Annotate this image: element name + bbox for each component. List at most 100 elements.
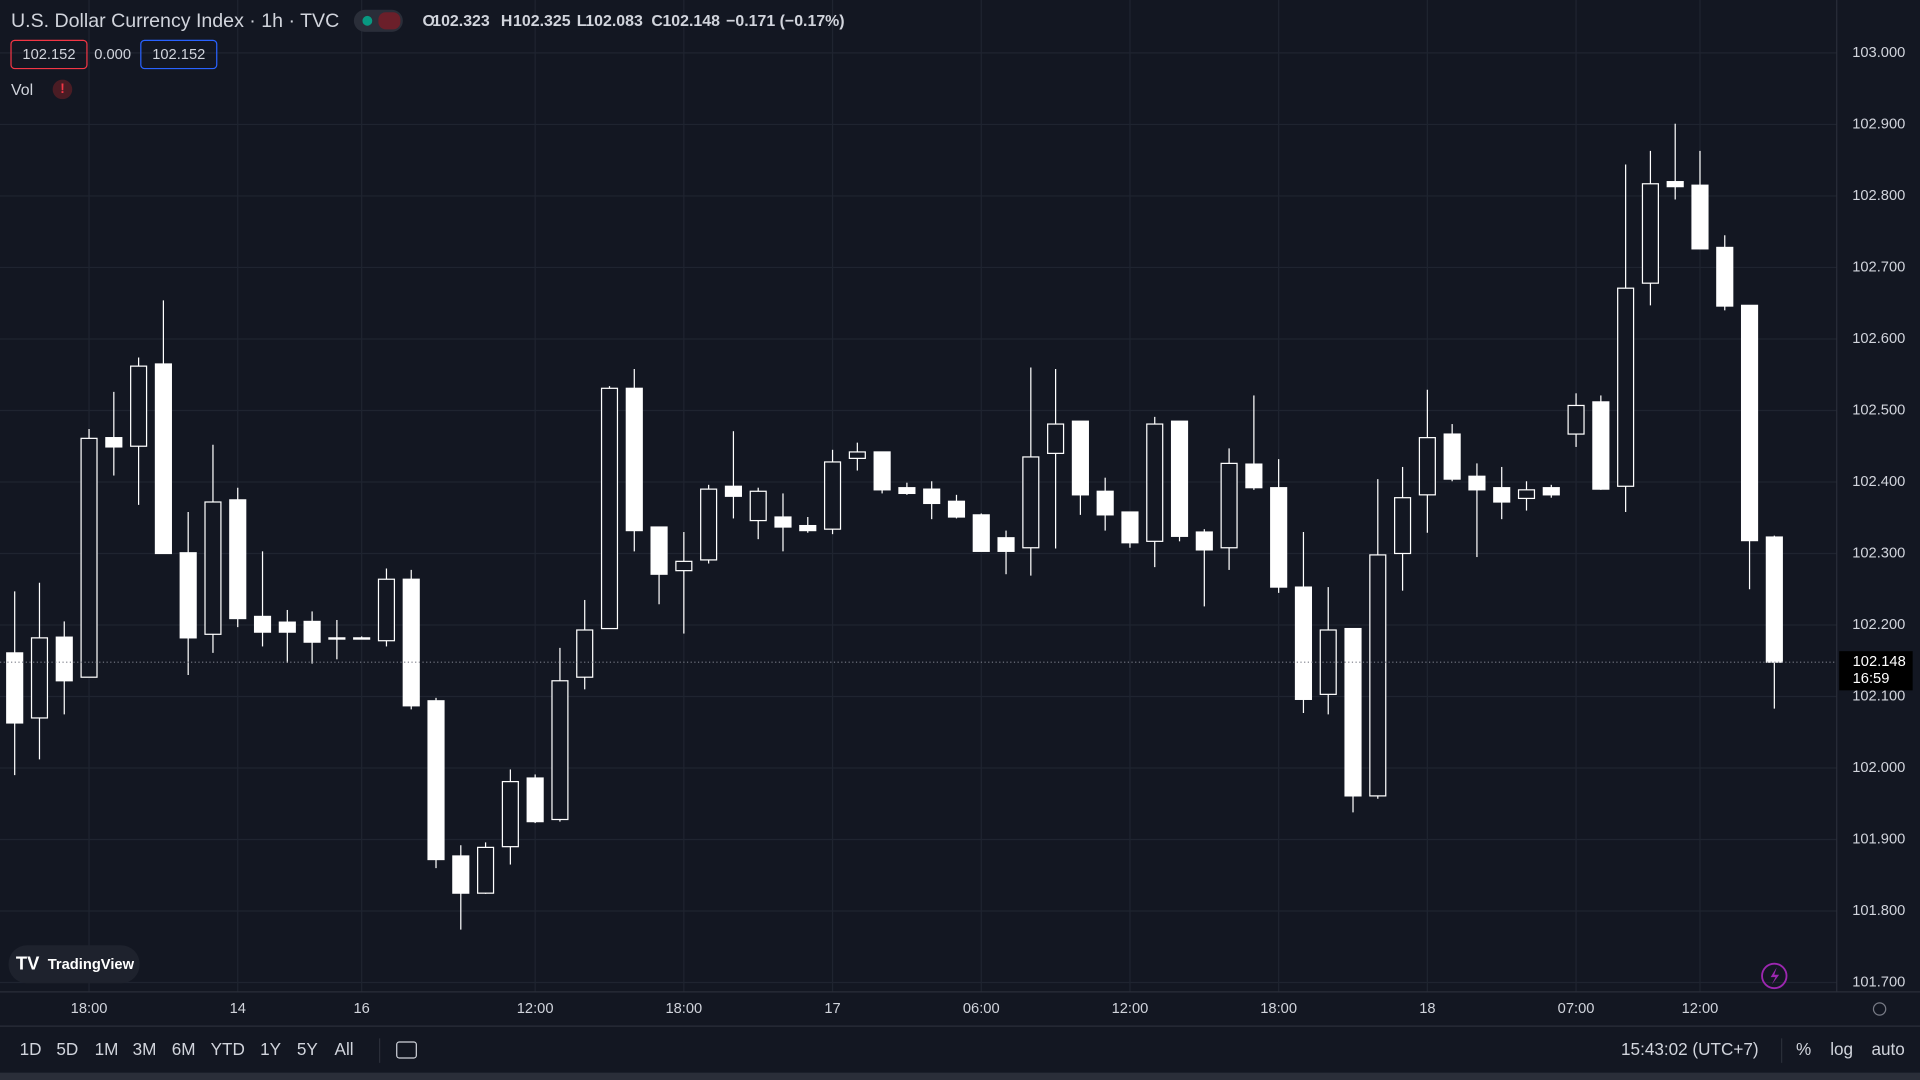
clock[interactable]: 15:43:02 (UTC+7) xyxy=(1621,1039,1759,1059)
y-tick-label: 102.500 xyxy=(1852,402,1905,418)
y-tick-label: 102.300 xyxy=(1852,545,1905,561)
candle-body xyxy=(1294,586,1313,700)
range-button[interactable]: 1D xyxy=(20,1039,42,1059)
settings-icon[interactable] xyxy=(1872,1002,1887,1016)
high-label: H xyxy=(501,13,513,30)
candle-body xyxy=(1617,287,1635,487)
candle-body xyxy=(1418,437,1436,496)
candle-body xyxy=(1319,629,1337,695)
candle-body xyxy=(253,615,272,633)
candle-body xyxy=(1245,463,1263,489)
close-label: C xyxy=(651,13,663,30)
y-tick-label: 101.700 xyxy=(1852,974,1905,990)
scale-option[interactable]: auto xyxy=(1871,1039,1904,1059)
candle-body xyxy=(105,437,123,448)
candle-body xyxy=(1517,489,1536,500)
candle-body xyxy=(1740,304,1759,542)
candle-body xyxy=(1765,536,1783,663)
lightning-button[interactable] xyxy=(1761,962,1788,990)
range-button[interactable]: YTD xyxy=(211,1039,245,1059)
countdown: 16:59 xyxy=(1853,671,1890,687)
range-button[interactable]: 5D xyxy=(56,1039,78,1059)
x-tick-label: 18:00 xyxy=(1260,1001,1297,1017)
candle-body xyxy=(229,499,247,620)
y-tick-label: 101.900 xyxy=(1852,831,1905,847)
candle-body xyxy=(1270,487,1288,588)
symbol-title[interactable]: U.S. Dollar Currency Index · 1h · TVC xyxy=(11,10,339,32)
indicator-name[interactable]: Vol xyxy=(11,82,33,99)
bottom-strip xyxy=(0,1072,1920,1080)
x-tick-label: 12:00 xyxy=(1112,1001,1149,1017)
candle-body xyxy=(724,485,742,497)
candle-body xyxy=(576,629,594,678)
y-tick-label: 102.000 xyxy=(1852,760,1905,776)
range-button[interactable]: All xyxy=(335,1039,354,1059)
candle-body xyxy=(6,652,24,724)
candle-body xyxy=(477,846,495,894)
candle-body xyxy=(1691,184,1709,250)
alert-icon: ! xyxy=(60,81,64,96)
candle-body xyxy=(526,777,544,823)
date-range-icon[interactable] xyxy=(396,1041,417,1059)
x-tick-label: 12:00 xyxy=(1682,1001,1719,1017)
low-value: 102.083 xyxy=(585,13,643,30)
candle-body xyxy=(353,637,371,640)
candle-body xyxy=(675,560,693,572)
candle-body xyxy=(179,552,197,639)
candle-body xyxy=(1666,181,1684,188)
logo-badge[interactable] xyxy=(8,945,140,984)
last-price-badge xyxy=(1839,651,1913,691)
candle-body xyxy=(130,365,148,447)
x-tick-label: 07:00 xyxy=(1558,1001,1595,1017)
range-button[interactable]: 5Y xyxy=(297,1039,319,1059)
candle-body xyxy=(551,680,569,821)
y-tick-label: 102.800 xyxy=(1852,188,1905,204)
spread: 0.000 xyxy=(94,47,131,63)
candle-body xyxy=(823,461,842,530)
range-button[interactable]: 1M xyxy=(95,1039,119,1059)
status-icon xyxy=(378,12,401,30)
candle-body xyxy=(1121,511,1139,544)
candle-body xyxy=(972,514,990,552)
candle-body xyxy=(80,437,98,678)
range-button[interactable]: 1Y xyxy=(260,1039,282,1059)
candle-body xyxy=(799,524,817,532)
x-tick-label: 17 xyxy=(824,1001,840,1017)
candle-body xyxy=(1344,627,1362,797)
candle-body xyxy=(700,488,718,561)
candle-body xyxy=(600,387,619,630)
ask-box[interactable] xyxy=(140,39,218,70)
y-tick-label: 103.000 xyxy=(1852,45,1905,61)
x-tick-label: 18 xyxy=(1419,1001,1435,1017)
candle-body xyxy=(1443,433,1461,480)
alert-icon-bg[interactable] xyxy=(52,79,73,100)
candle-body xyxy=(30,637,49,719)
y-tick-label: 102.200 xyxy=(1852,617,1905,633)
change: −0.171 (−0.17%) xyxy=(726,13,845,30)
y-tick-label: 101.800 xyxy=(1852,903,1905,919)
bid: 102.152 xyxy=(22,47,75,63)
candles xyxy=(0,123,1837,930)
candle-body xyxy=(1047,423,1065,454)
candle-body xyxy=(1493,487,1511,503)
range-button[interactable]: 6M xyxy=(172,1039,196,1059)
candle-body xyxy=(204,501,222,635)
bid-box[interactable] xyxy=(10,39,88,70)
candle-body xyxy=(377,578,396,642)
candle-body xyxy=(1567,404,1585,435)
ohlc-legend: O102.323 H102.325 L102.083 C102.148 −0.1… xyxy=(422,13,844,30)
range-button[interactable]: 3M xyxy=(133,1039,157,1059)
candle-body xyxy=(1716,246,1734,307)
candle-body xyxy=(303,620,321,643)
candle-body xyxy=(873,451,891,491)
candle-body xyxy=(55,636,73,682)
candle-body xyxy=(898,487,916,495)
scale-option[interactable]: % xyxy=(1796,1039,1811,1059)
x-tick-label: 18:00 xyxy=(71,1001,108,1017)
scale-option[interactable]: log xyxy=(1830,1039,1853,1059)
candle-body xyxy=(1071,420,1089,496)
candle-body xyxy=(947,500,966,518)
candle-body xyxy=(1195,531,1213,551)
